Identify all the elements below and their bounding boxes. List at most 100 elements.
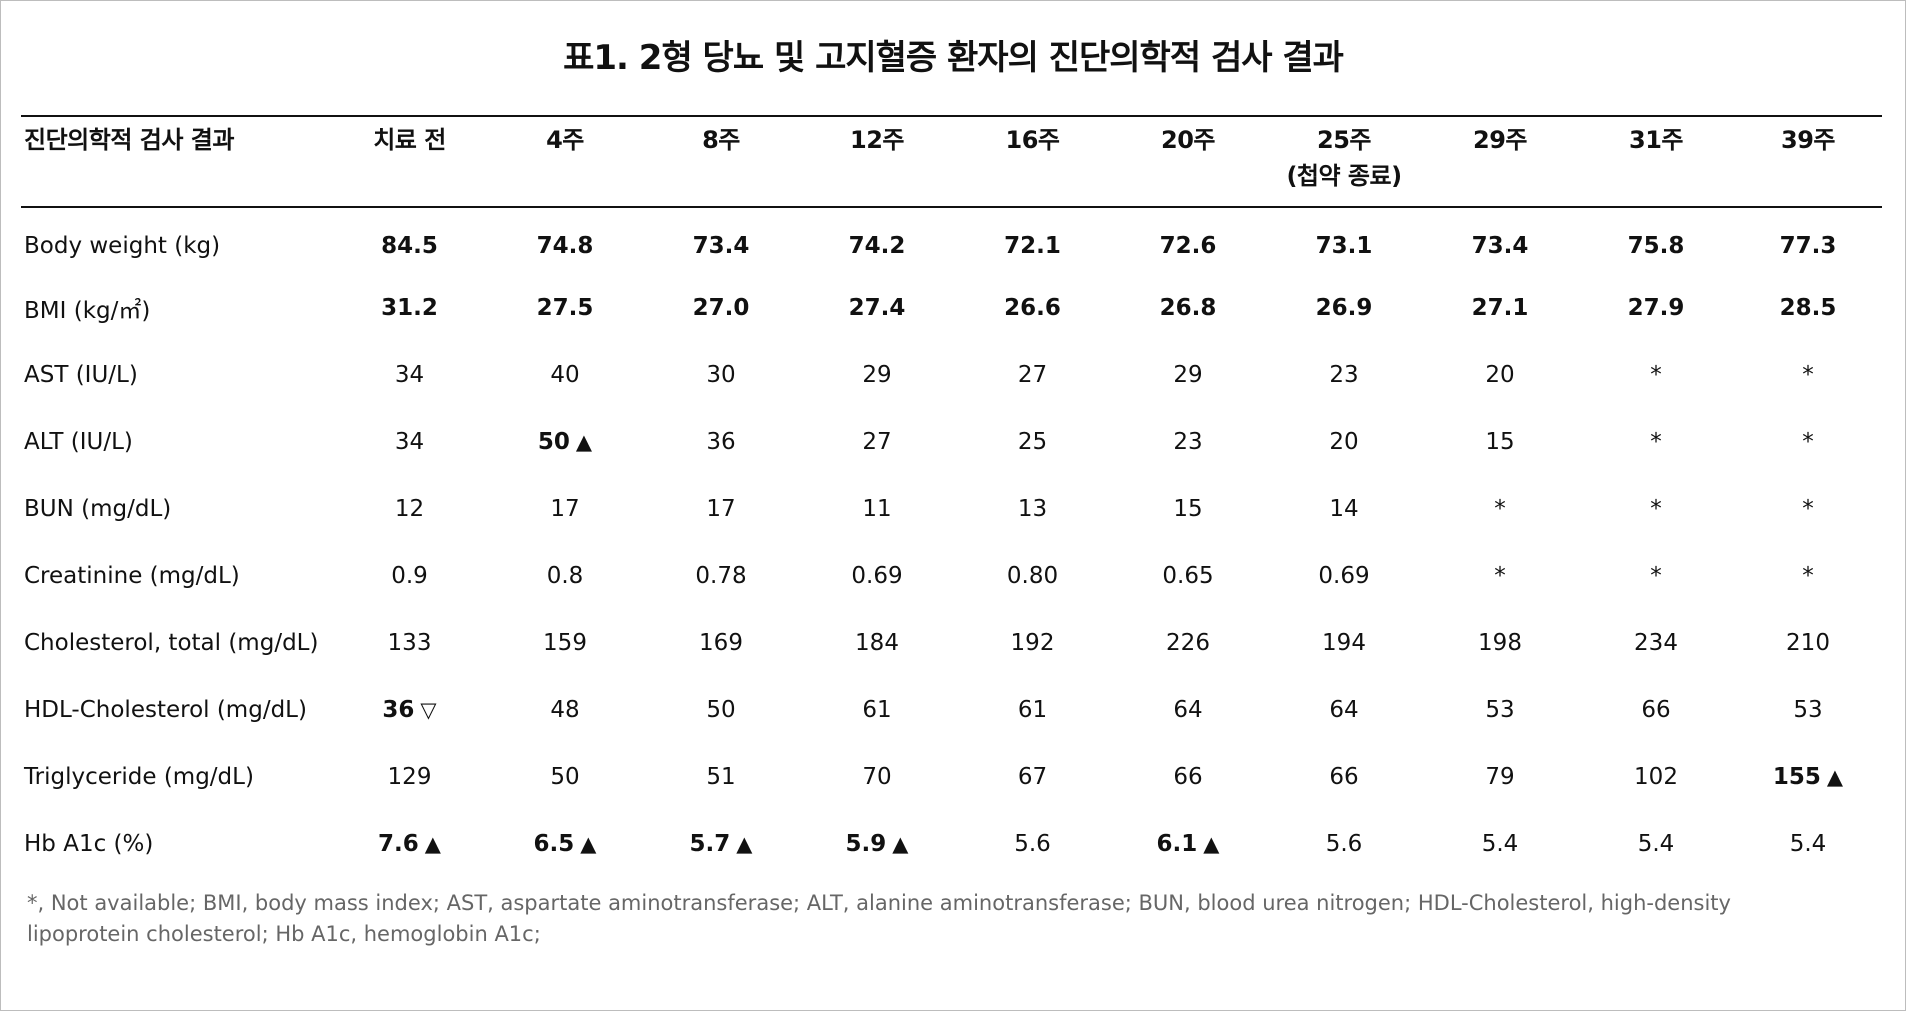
table-cell: 50: [643, 676, 799, 743]
cell-value: 27: [1017, 361, 1048, 388]
table-cell: *: [1578, 542, 1734, 609]
cell-value: 50: [537, 428, 570, 455]
table-cell: 53: [1734, 676, 1882, 743]
table-cell: 0.80: [955, 542, 1110, 609]
table-cell: 5.6: [1266, 810, 1422, 877]
table-cell: 34: [332, 408, 487, 475]
table-cell: 11: [799, 475, 955, 542]
table-cell: 29: [799, 341, 955, 408]
cell-value: 23: [1329, 361, 1359, 388]
table-cell: 79: [1422, 743, 1578, 810]
table-cell: 74.8: [487, 207, 643, 274]
table-cell: 28.5: [1734, 274, 1882, 341]
column-header: 39주: [1734, 115, 1882, 208]
table-row: ALT (IU/L) 34 50 ▲ 36 27 25 23 20 15 * *: [21, 408, 1882, 475]
cell-value: 13: [1017, 495, 1048, 522]
table-row: AST (IU/L) 34 40 30 29 27 29 23 20 * *: [21, 341, 1882, 408]
table-cell: 155 ▲: [1734, 743, 1882, 810]
row-label: Body weight (kg): [24, 233, 221, 259]
table-cell: 0.78: [643, 542, 799, 609]
cell-value: 5.7: [689, 830, 731, 857]
table-cell: 72.1: [955, 207, 1110, 274]
cell-value: 73.4: [692, 233, 750, 259]
cell-value: 31.2: [381, 294, 438, 321]
table-cell: 77.3: [1734, 207, 1882, 274]
footnote: *, Not available; BMI, body mass index; …: [27, 891, 1731, 946]
column-header: 31주: [1578, 115, 1734, 208]
high-marker-icon: ▲: [892, 831, 909, 856]
table-row: BUN (mg/dL) 12 17 17 11 13 15 14 * * *: [21, 475, 1882, 542]
table-cell: 210: [1734, 609, 1882, 676]
table-cell: 20: [1422, 341, 1578, 408]
column-header-label: 31주: [1629, 126, 1683, 154]
row-label: AST (IU/L): [24, 361, 138, 388]
header-row: 진단의학적 검사 결과 치료 전 4주 8주 12주 16주 20주 25주 (첩약 종료) 2…: [21, 115, 1882, 208]
cell-value: 34: [394, 361, 425, 388]
table-cell: 70: [799, 743, 955, 810]
row-label: Creatinine (mg/dL): [24, 562, 240, 589]
column-header-label: 4주: [546, 126, 584, 154]
table-cell: 73.4: [1422, 207, 1578, 274]
cell-value: 50: [550, 763, 580, 790]
row-label: ALT (IU/L): [24, 428, 133, 455]
table-row: Hb A1c (%) 7.6 ▲ 6.5 ▲ 5.7 ▲ 5.9 ▲ 5.6 6.1 ▲ 5.6 5.4 5…: [21, 810, 1882, 877]
cell-value: *: [1802, 562, 1814, 589]
cell-value: *: [1802, 495, 1814, 522]
table-cell: 234: [1578, 609, 1734, 676]
cell-value: 40: [550, 361, 580, 388]
table-cell: 133: [332, 609, 487, 676]
cell-value: 70: [862, 763, 892, 790]
row-label: HDL-Cholesterol (mg/dL): [24, 696, 307, 723]
cell-value: 129: [387, 763, 432, 790]
table-cell: 36: [643, 408, 799, 475]
table-cell: 29: [1110, 341, 1266, 408]
cell-value: 0.78: [695, 562, 747, 589]
cell-value: 0.9: [391, 562, 428, 589]
cell-value: 61: [862, 696, 892, 723]
cell-value: 29: [1173, 361, 1203, 388]
cell-value: 74.8: [536, 233, 594, 259]
table-cell: 27.0: [643, 274, 799, 341]
table-cell: 61: [799, 676, 955, 743]
table-cell: 30: [643, 341, 799, 408]
cell-value: 64: [1329, 696, 1359, 723]
cell-value: 234: [1634, 629, 1678, 656]
high-marker-icon: ▲: [1826, 764, 1844, 789]
table-cell: 0.69: [799, 542, 955, 609]
cell-value: 210: [1786, 629, 1830, 656]
table-cell: 53: [1422, 676, 1578, 743]
table-cell: 6.5 ▲: [487, 810, 643, 877]
cell-value: 6.1: [1156, 830, 1198, 857]
table-cell: 0.9: [332, 542, 487, 609]
row-label: BUN (mg/dL): [24, 495, 172, 522]
row-label: Triglyceride (mg/dL): [24, 763, 254, 790]
table-cell: 50 ▲: [487, 408, 643, 475]
cell-value: 169: [699, 629, 743, 656]
cell-value: 53: [1793, 696, 1823, 723]
column-header: 치료 전: [332, 115, 487, 208]
table-cell: 72.6: [1110, 207, 1266, 274]
cell-value: 64: [1173, 696, 1203, 723]
table-cell: 26.6: [955, 274, 1110, 341]
table-cell: 27.9: [1578, 274, 1734, 341]
column-header-label: 39주: [1781, 126, 1835, 154]
cell-value: 66: [1329, 763, 1359, 790]
lab-results-table: 진단의학적 검사 결과 치료 전 4주 8주 12주 16주 20주 25주 (첩약 종료) 2…: [21, 115, 1882, 877]
cell-value: 51: [706, 763, 736, 790]
table-cell: 75.8: [1578, 207, 1734, 274]
table-row: Creatinine (mg/dL) 0.9 0.8 0.78 0.69 0.80 0.65…: [21, 542, 1882, 609]
cell-value: 226: [1166, 629, 1210, 656]
table-cell: 159: [487, 609, 643, 676]
cell-value: 26.9: [1315, 294, 1373, 321]
table-cell: 169: [643, 609, 799, 676]
cell-value: *: [1650, 495, 1662, 522]
table-cell: 66: [1266, 743, 1422, 810]
column-header-label: 29주: [1473, 126, 1527, 154]
table-row: BMI (kg/㎡) 31.2 27.5 27.0 27.4 26.6 26.8 26.9 27…: [21, 274, 1882, 341]
cell-value: 0.69: [1318, 562, 1370, 589]
table-cell: 27.1: [1422, 274, 1578, 341]
cell-value: 75.8: [1627, 233, 1685, 259]
cell-value: 155: [1772, 763, 1821, 790]
cell-value: 192: [1010, 629, 1055, 656]
cell-value: 23: [1173, 428, 1203, 455]
